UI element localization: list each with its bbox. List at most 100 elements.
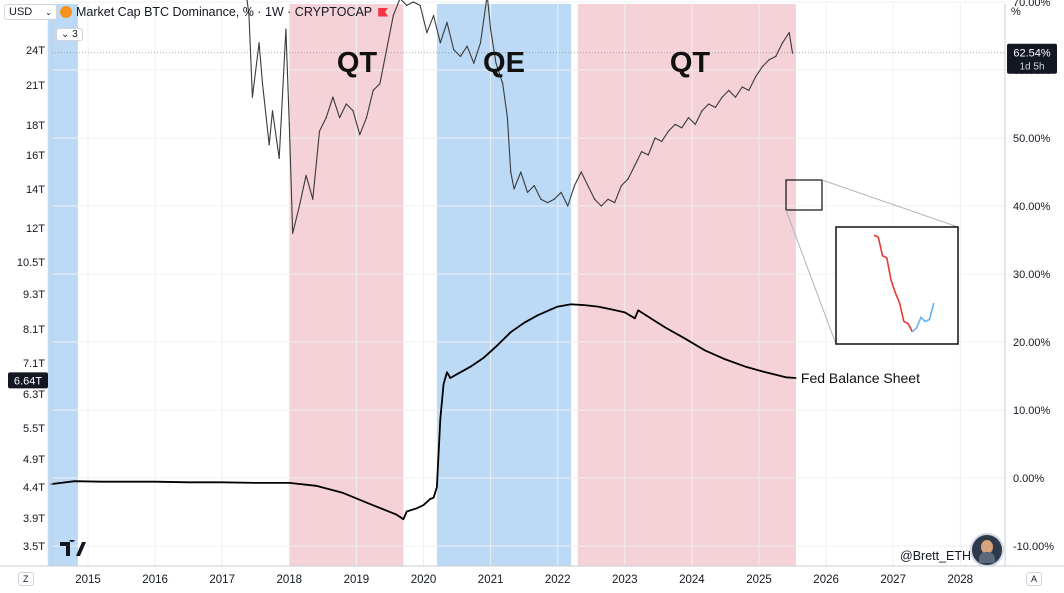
btc-dominance-point — [432, 15, 435, 17]
btc-dominance-point — [768, 59, 770, 61]
fed-balance-point — [785, 376, 787, 378]
fed-balance-point — [557, 305, 559, 308]
currency-select[interactable]: USD ⌄ — [4, 4, 57, 20]
time-tick-label: 2025 — [746, 574, 772, 586]
btc-dominance-point — [701, 110, 703, 112]
btc-dominance-point — [339, 117, 341, 119]
symbol-title: Market Cap BTC Dominance, % · 1W · CRYPT… — [76, 5, 373, 19]
right-scale-unit: % — [1011, 2, 1021, 22]
fed-balance-point — [100, 481, 103, 483]
fed-balance-point — [127, 481, 129, 483]
fed-balance-point — [422, 504, 425, 506]
btc-dominance-point — [312, 198, 314, 200]
time-tick-label: 2028 — [948, 574, 974, 586]
right-tick-label: -10.00% — [1013, 541, 1054, 553]
bitcoin-icon — [60, 6, 72, 18]
btc-dominance-point — [681, 127, 683, 129]
btc-dominance-point — [278, 157, 280, 159]
btc-dominance-point — [285, 28, 287, 30]
zoom-candles-up — [911, 302, 935, 333]
btc-dominance-point — [614, 202, 616, 204]
auto-scale-button[interactable]: A — [1026, 572, 1043, 586]
btc-dominance-point — [634, 164, 636, 166]
left-tick-label: 16T — [26, 150, 45, 162]
btc-dominance-point — [594, 198, 596, 200]
time-tick-label: 2021 — [478, 574, 504, 586]
left-tick-label: 4.4T — [23, 482, 45, 494]
price-badges: 6.64T 62.54% 1d 5h — [8, 43, 1057, 389]
percent-unit-label: % — [1011, 6, 1021, 18]
btc-dominance-point — [251, 96, 253, 98]
btc-dominance-point — [365, 117, 368, 119]
time-tick-label: 2020 — [411, 574, 437, 586]
fed-balance-point — [724, 358, 727, 360]
indicator-toggle[interactable]: ⌄ 3 — [56, 24, 83, 44]
btc-dominance-point — [459, 55, 462, 58]
btc-dominance-point — [406, 4, 408, 6]
time-tick-label: 2026 — [813, 574, 839, 586]
btc-dominance-point — [510, 171, 512, 173]
btc-dominance-point — [352, 110, 354, 112]
fed-balance-point — [456, 373, 458, 375]
fed-balance-point — [315, 485, 317, 487]
btc-dominance-point — [479, 42, 482, 44]
axes-frame — [0, 4, 1064, 567]
btc-dominance-point — [791, 52, 794, 54]
btc-dominance-point — [708, 103, 710, 105]
time-tick-label: 2017 — [209, 574, 235, 586]
btc-dominance-point — [788, 31, 790, 34]
btc-dominance-point — [473, 62, 475, 64]
btc-dominance-point — [781, 42, 784, 44]
fed-balance-point — [647, 316, 649, 318]
btc-dominance-point — [748, 89, 750, 91]
fed-balance-point — [221, 481, 223, 483]
fed-balance-point — [50, 483, 52, 485]
symbol-title-bar[interactable]: Market Cap BTC Dominance, % · 1W · CRYPT… — [60, 2, 389, 22]
btc-dominance-point — [379, 83, 381, 85]
right-tick-label: 50.00% — [1013, 133, 1051, 145]
btc-dominance-point — [620, 185, 623, 187]
fed-balance-point — [402, 518, 404, 520]
left-tick-label: 3.9T — [23, 513, 45, 525]
annotation-layer: QT QE QT Fed Balance Sheet — [337, 47, 920, 386]
btc-dominance-point — [305, 174, 307, 176]
right-current-countdown: 1d 5h — [1019, 62, 1044, 73]
time-tick-label: 2023 — [612, 574, 638, 586]
fed-balance-point — [429, 498, 431, 500]
btc-dominance-point — [325, 117, 327, 119]
btc-dominance-point — [728, 89, 730, 91]
fed-balance-point — [446, 371, 448, 373]
fed-balance-point — [523, 322, 525, 324]
regime-label-qe: QE — [483, 47, 525, 79]
btc-dominance-point — [694, 123, 696, 125]
regime-band-qt-1 — [289, 4, 404, 566]
time-tick-label: 2024 — [679, 574, 705, 586]
left-tick-label: 12T — [26, 223, 45, 235]
zoom-reset-button[interactable]: Z — [18, 572, 34, 586]
fed-balance-point — [469, 366, 472, 368]
regime-band-qe-early-0 — [47, 4, 78, 566]
btc-dominance-point — [560, 191, 562, 193]
left-tick-label: 18T — [26, 120, 45, 132]
btc-dominance-point — [466, 45, 468, 47]
right-tick-label: 0.00% — [1013, 473, 1044, 485]
btc-dominance-point — [412, 1, 415, 3]
chevron-down-icon: ⌄ — [61, 28, 70, 40]
btc-dominance-point — [520, 171, 522, 173]
btc-dominance-point — [490, 28, 492, 30]
btc-dominance-point — [533, 185, 535, 187]
right-tick-label: 30.00% — [1013, 269, 1051, 281]
btc-dominance-point — [755, 76, 757, 78]
btc-dominance-point — [453, 49, 455, 51]
btc-dominance-point — [261, 83, 264, 85]
left-tick-label: 9.3T — [23, 289, 45, 301]
btc-dominance-point — [741, 86, 743, 88]
fed-balance-point — [637, 309, 639, 311]
btc-dominance-point — [359, 134, 361, 136]
btc-dominance-point — [268, 144, 270, 146]
btc-dominance-point — [547, 202, 549, 204]
time-tick-label: 2027 — [880, 574, 906, 586]
btc-dominance-point — [654, 137, 656, 139]
fed-balance-point — [369, 503, 371, 505]
